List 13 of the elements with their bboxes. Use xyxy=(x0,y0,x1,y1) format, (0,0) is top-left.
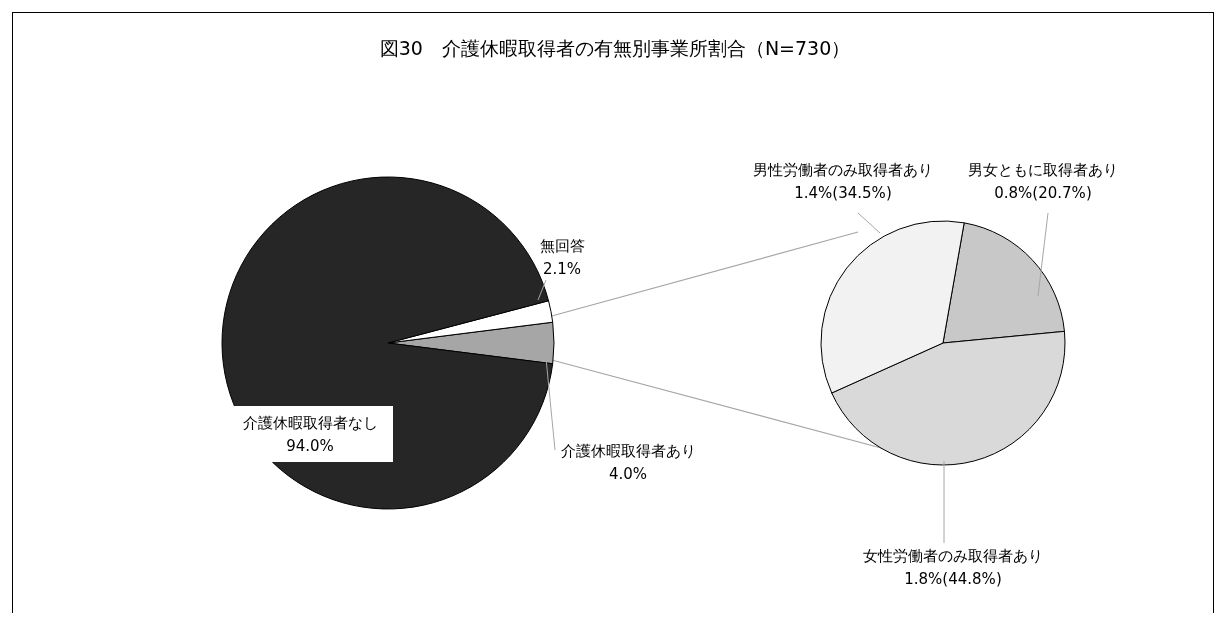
slice-label: 介護休暇取得者なし xyxy=(242,414,378,432)
slice-label: 無回答 xyxy=(540,237,585,255)
data-label: 1.4%(34.5%) xyxy=(794,184,892,202)
chart-title: 図30 介護休暇取得者の有無別事業所割合（N=730） xyxy=(378,36,852,61)
data-label: 1.8%(44.8%) xyxy=(904,570,1002,588)
slice-label: 介護休暇取得者あり xyxy=(560,442,696,460)
slice-label: 男性労働者のみ取得者あり xyxy=(753,161,933,179)
data-label: 0.8%(20.7%) xyxy=(994,184,1092,202)
data-label: 4.0% xyxy=(608,465,648,483)
slice-label: 女性労働者のみ取得者あり xyxy=(863,547,1043,565)
data-label: 2.1% xyxy=(543,260,582,278)
data-label: 94.0% xyxy=(286,437,334,455)
slice-label: 男女ともに取得者あり xyxy=(968,161,1118,179)
